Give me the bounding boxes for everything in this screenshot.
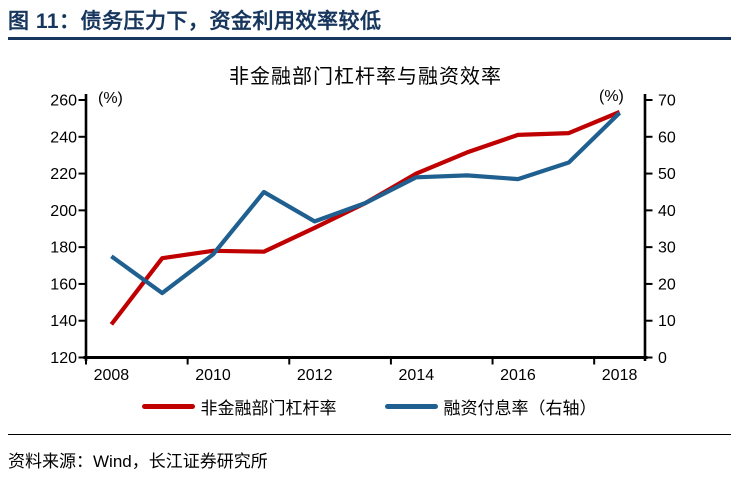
right-axis-tick-label: 50 [658, 166, 676, 183]
figure-title: 图 11：债务压力下，资金利用效率较低 [8, 10, 382, 33]
left-axis-tick-label: 160 [50, 276, 77, 293]
x-axis-year-label: 2010 [195, 367, 231, 384]
left-axis-tick-label: 260 [50, 93, 77, 110]
left-axis-tick-label: 120 [50, 350, 77, 367]
left-axis-tick-label: 200 [50, 203, 77, 220]
legend-label-interest-rate: 融资付息率（右轴） [443, 399, 597, 418]
left-axis-tick-label: 220 [50, 166, 77, 183]
right-axis-tick-label: 0 [658, 350, 667, 367]
x-axis-year-label: 2012 [297, 367, 333, 384]
source-divider [8, 434, 731, 435]
red-line-swatch [141, 404, 195, 409]
right-axis-tick-label: 60 [658, 129, 676, 146]
right-axis-tick-label: 20 [658, 276, 676, 293]
leverage-ratio-line [109, 110, 621, 326]
left-axis-tick-label: 140 [50, 313, 77, 330]
right-axis-tick-label: 30 [658, 240, 676, 257]
right-axis-tick-label: 70 [658, 93, 676, 110]
right-axis-tick-label: 40 [658, 203, 676, 220]
chart-title: 非金融部门杠杆率与融资效率 [229, 66, 502, 88]
chart-legend: 非金融部门杠杆率 融资付息率（右轴） [0, 394, 738, 419]
x-axis-year-label: 2014 [399, 367, 435, 384]
blue-line-swatch [384, 404, 438, 409]
x-axis-year-label: 2018 [602, 367, 638, 384]
x-axis-year-label: 2008 [94, 367, 130, 384]
right-axis-unit-label: (%) [599, 88, 624, 105]
legend-label-leverage: 非金融部门杠杆率 [200, 399, 337, 418]
left-axis-unit-label: (%) [98, 90, 123, 107]
header-divider [8, 37, 731, 40]
x-axis-year-label: 2016 [500, 367, 536, 384]
right-axis-tick-label: 10 [658, 313, 676, 330]
interest-rate-line [110, 111, 622, 296]
legend-item-interest-rate: 融资付息率（右轴） [384, 394, 597, 419]
legend-item-leverage: 非金融部门杠杆率 [141, 394, 337, 419]
left-axis-tick-label: 240 [50, 129, 77, 146]
left-axis-tick-label: 180 [50, 240, 77, 257]
source-note: 资料来源：Wind，长江证券研究所 [8, 452, 268, 471]
